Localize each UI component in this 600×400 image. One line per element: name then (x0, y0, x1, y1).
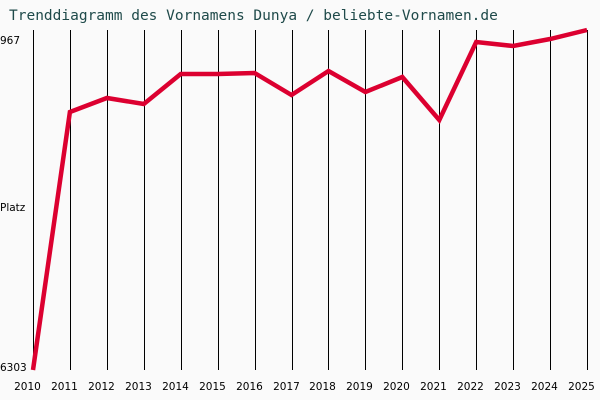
x-tick-label: 2020 (383, 381, 410, 393)
x-tick-label: 2021 (420, 381, 447, 393)
x-tick-label: 2015 (199, 381, 226, 393)
x-tick-label: 2025 (568, 381, 595, 393)
x-tick-label: 2013 (125, 381, 152, 393)
x-tick-label: 2018 (309, 381, 336, 393)
x-tick-label: 2016 (236, 381, 263, 393)
x-tick-label: 2011 (51, 381, 78, 393)
x-tick-label: 2010 (14, 381, 41, 393)
y-axis-bottom-label: 6303 (0, 362, 27, 374)
y-axis-top-label: 967 (0, 35, 21, 47)
x-tick-label: 2024 (531, 381, 558, 393)
x-tick-label: 2022 (457, 381, 484, 393)
x-tick-label: 2012 (88, 381, 115, 393)
x-tick-label: 2019 (346, 381, 373, 393)
chart-title: Trenddiagramm des Vornamens Dunya / beli… (9, 8, 498, 24)
x-tick-label: 2014 (162, 381, 189, 393)
y-axis-label: Platz (0, 202, 26, 214)
x-tick-label: 2017 (273, 381, 300, 393)
series-line-dunya (30, 27, 588, 371)
x-tick-label: 2023 (494, 381, 521, 393)
